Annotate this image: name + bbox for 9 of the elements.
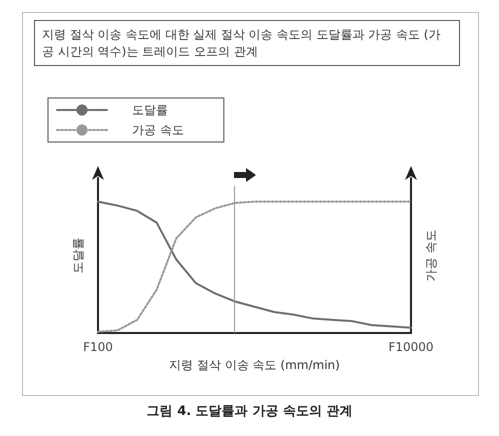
legend-label: 가공 속도 <box>132 123 184 137</box>
y-axis-title: 도달률 <box>71 238 85 274</box>
chart-title: 지령 절삭 이송 속도에 대한 실제 절삭 이송 속도의 도달률과 가공 속도 (가공 시간의 역수)는 트레이드 오프의 관계 <box>42 28 440 58</box>
caption: 그림 4. 도달률과 가공 속도의 관계 <box>146 404 352 419</box>
x-tick-label: F10000 <box>388 340 434 354</box>
legend-label: 도달률 <box>132 103 168 117</box>
y2-axis-title: 가공 속도 <box>424 230 438 282</box>
x-axis-title: 지령 절삭 이송 속도 (mm/min) <box>169 358 340 372</box>
x-tick-label: F100 <box>83 340 113 354</box>
